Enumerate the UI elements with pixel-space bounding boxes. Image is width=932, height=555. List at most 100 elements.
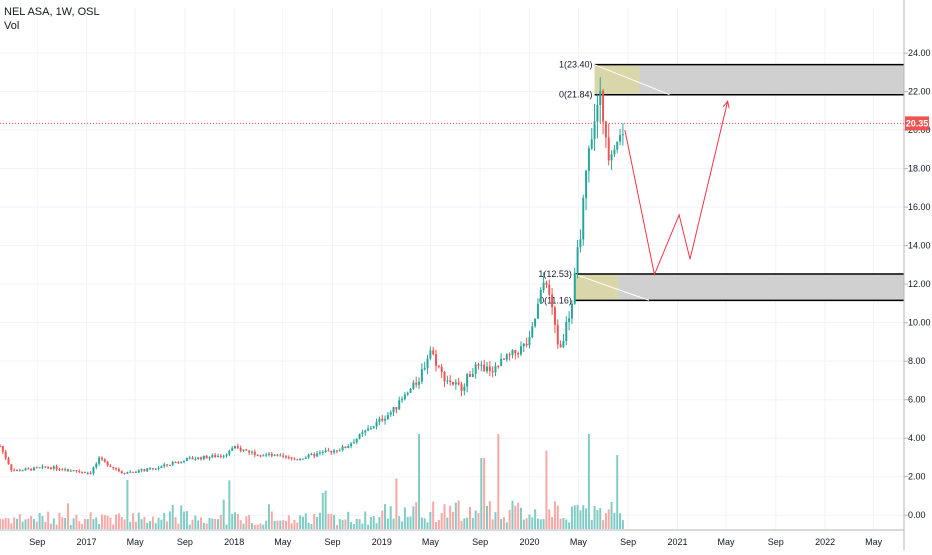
candle-body bbox=[420, 369, 423, 382]
candle-body bbox=[324, 450, 327, 453]
candle-body bbox=[333, 450, 336, 453]
candle-body bbox=[412, 382, 415, 389]
volume-bar bbox=[86, 519, 89, 529]
volume-bar bbox=[194, 515, 197, 529]
candle-body bbox=[570, 303, 573, 319]
candle-body bbox=[372, 426, 375, 429]
candle-body bbox=[284, 456, 287, 458]
candle-body bbox=[355, 438, 358, 443]
candle-body bbox=[112, 466, 115, 468]
candle-body bbox=[44, 466, 47, 468]
y-tick-label: 10.00 bbox=[908, 318, 931, 328]
candle-body bbox=[282, 455, 285, 457]
volume-bar bbox=[488, 501, 491, 529]
volume-bar bbox=[146, 522, 149, 529]
candle-body bbox=[367, 428, 370, 431]
candle-body bbox=[100, 457, 103, 460]
volume-bar bbox=[58, 512, 61, 529]
candle-body bbox=[585, 170, 588, 199]
candle-body bbox=[146, 468, 149, 472]
candle-body bbox=[205, 455, 208, 459]
candle-body bbox=[321, 452, 324, 454]
candle-body bbox=[480, 364, 483, 366]
candle-body bbox=[180, 462, 183, 464]
fib-zones[interactable]: 1(23.40) 0(21.84) 1(12.53) 0(11.16) bbox=[538, 60, 904, 306]
volume-bar bbox=[500, 519, 503, 529]
volume-bar bbox=[129, 521, 132, 529]
volume-bar bbox=[619, 513, 622, 529]
volume-bar bbox=[38, 512, 41, 529]
candle-body bbox=[350, 443, 353, 447]
y-tick-label: 14.00 bbox=[908, 241, 931, 251]
candle-body bbox=[89, 472, 92, 474]
volume-bar bbox=[463, 518, 466, 529]
candle-body bbox=[505, 354, 508, 360]
projection-arrows[interactable] bbox=[624, 100, 730, 277]
volume-bar bbox=[132, 513, 135, 529]
volume-bar bbox=[426, 522, 429, 529]
volume-bar bbox=[214, 518, 217, 529]
volume-bar bbox=[330, 513, 333, 529]
fib-level-0-label: 0(11.16) bbox=[539, 295, 572, 305]
candle-body bbox=[83, 472, 86, 474]
volume-bar bbox=[551, 517, 554, 529]
volume-bar bbox=[613, 512, 616, 529]
candle-body bbox=[66, 469, 69, 472]
volume-bar bbox=[539, 519, 542, 529]
volume-bar bbox=[301, 516, 304, 529]
volume-bar bbox=[52, 518, 55, 529]
volume-bar bbox=[1, 519, 4, 529]
volume-bar bbox=[573, 505, 576, 529]
candle-body bbox=[590, 139, 593, 149]
volume-bar bbox=[565, 519, 568, 529]
candle-body bbox=[491, 371, 494, 373]
candle-body bbox=[347, 446, 350, 449]
volume-bar bbox=[415, 502, 418, 529]
volume-bar bbox=[599, 508, 602, 529]
volume-bar bbox=[10, 523, 13, 529]
volume-bar bbox=[585, 508, 588, 529]
candle-body bbox=[621, 134, 624, 136]
volume-bar bbox=[375, 523, 378, 529]
candle-body bbox=[219, 456, 222, 458]
candle-body bbox=[95, 463, 98, 468]
candle-body bbox=[409, 388, 412, 393]
volume-bar bbox=[313, 513, 316, 529]
candle-body bbox=[0, 445, 1, 447]
volume-bar bbox=[437, 519, 440, 529]
volume-bar bbox=[361, 523, 364, 529]
candle-body bbox=[395, 407, 398, 410]
volume-bar bbox=[466, 517, 469, 529]
candle-body bbox=[534, 318, 537, 327]
volume-bar bbox=[137, 512, 140, 529]
volume-bar bbox=[21, 521, 24, 529]
candle-body bbox=[562, 341, 565, 348]
candle-body bbox=[234, 446, 236, 449]
volume-bar bbox=[352, 524, 355, 529]
volume-bar bbox=[420, 517, 423, 529]
grid bbox=[0, 8, 904, 530]
candle-body bbox=[236, 446, 239, 448]
candle-body bbox=[296, 459, 299, 461]
volume-bar bbox=[197, 520, 200, 529]
volume-bar bbox=[284, 520, 287, 529]
volume-bar bbox=[200, 517, 203, 529]
candle-body bbox=[248, 450, 251, 453]
candle-body bbox=[120, 471, 123, 474]
volume-bar bbox=[327, 513, 330, 529]
candle-body bbox=[471, 373, 474, 377]
candle-body bbox=[596, 104, 599, 122]
candle-body bbox=[202, 455, 205, 460]
candle-body bbox=[262, 455, 265, 457]
volume-bar bbox=[35, 521, 38, 529]
volume-bar bbox=[180, 505, 183, 529]
volume-bar bbox=[553, 501, 556, 529]
x-tick-label: 2019 bbox=[372, 537, 392, 547]
candle-body bbox=[316, 453, 319, 457]
candle-body bbox=[211, 455, 214, 458]
volume-bar bbox=[505, 522, 508, 529]
volume-bar bbox=[443, 504, 446, 529]
candle-body bbox=[242, 449, 245, 451]
